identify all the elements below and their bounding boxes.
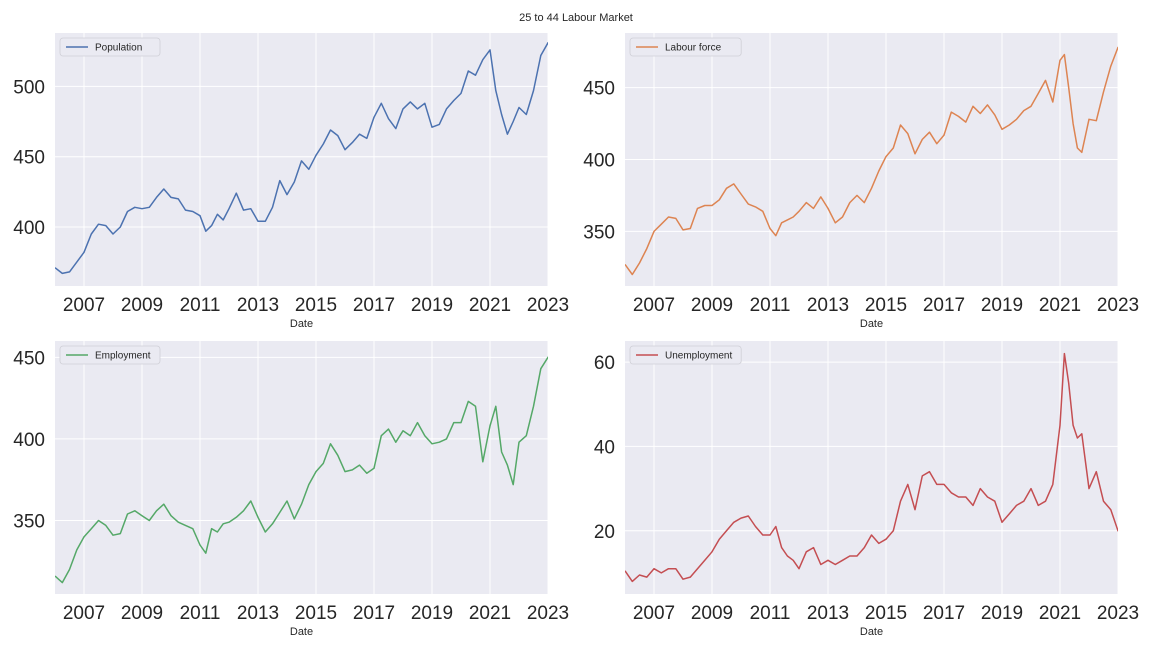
x-tick-label: 2021 <box>1039 603 1081 624</box>
series-line <box>55 42 548 275</box>
x-tick-label: 2007 <box>633 295 675 316</box>
x-axis-label: Date <box>860 626 883 638</box>
x-tick-label: 2015 <box>865 603 907 624</box>
x-axis-label: Date <box>290 318 313 330</box>
x-tick-label: 2017 <box>923 603 965 624</box>
x-tick-label: 2007 <box>63 295 105 316</box>
series-line <box>55 356 548 584</box>
y-tick-label: 400 <box>13 218 45 239</box>
x-tick-label: 2009 <box>691 603 733 624</box>
x-tick-label: 2015 <box>865 295 907 316</box>
plot-area <box>625 341 1118 594</box>
legend-label: Unemployment <box>665 351 732 362</box>
y-tick-label: 450 <box>13 348 45 369</box>
x-tick-label: 2009 <box>121 295 163 316</box>
y-tick-label: 350 <box>583 222 615 243</box>
chart-panel-1: 2007 2009 2011 2013 2015 2017 2019 2021 2023 400 4… <box>13 33 569 330</box>
x-tick-label: 2013 <box>807 295 849 316</box>
y-tick-label: 20 <box>594 522 615 543</box>
legend-label: Population <box>95 43 142 54</box>
series-line <box>625 352 1118 583</box>
series-line <box>625 46 1118 276</box>
figure-title: 25 to 44 Labour Market <box>519 12 633 24</box>
plot-area <box>55 33 548 286</box>
x-tick-label: 2021 <box>1039 295 1081 316</box>
x-tick-label: 2011 <box>180 603 221 624</box>
y-tick-label: 400 <box>13 430 45 451</box>
x-tick-label: 2023 <box>1097 603 1139 624</box>
x-tick-label: 2007 <box>633 603 675 624</box>
chart-panel-3: 2007 2009 2011 2013 2015 2017 2019 2021 2023 350 4… <box>13 341 569 638</box>
x-tick-label: 2019 <box>411 603 453 624</box>
x-tick-label: 2019 <box>981 295 1023 316</box>
x-tick-label: 2021 <box>469 603 511 624</box>
x-tick-label: 2017 <box>923 295 965 316</box>
y-tick-label: 350 <box>13 512 45 533</box>
y-tick-label: 450 <box>583 79 615 100</box>
y-tick-label: 500 <box>13 77 45 98</box>
x-tick-label: 2009 <box>691 295 733 316</box>
x-tick-label: 2011 <box>750 603 791 624</box>
x-tick-label: 2015 <box>295 603 337 624</box>
y-tick-label: 450 <box>13 148 45 169</box>
x-tick-label: 2023 <box>527 603 569 624</box>
legend-label: Labour force <box>665 43 722 54</box>
x-tick-label: 2007 <box>63 603 105 624</box>
x-tick-label: 2015 <box>295 295 337 316</box>
legend-box <box>629 37 742 57</box>
chart-panel-2: 2007 2009 2011 2013 2015 2017 2019 2021 2023 350 4… <box>583 33 1139 330</box>
x-tick-label: 2013 <box>237 295 279 316</box>
x-tick-label: 2023 <box>527 295 569 316</box>
x-axis-label: Date <box>290 626 313 638</box>
y-tick-label: 400 <box>583 151 615 172</box>
x-tick-label: 2021 <box>469 295 511 316</box>
x-tick-label: 2011 <box>750 295 791 316</box>
x-axis-label: Date <box>860 318 883 330</box>
chart-panel-4: 2007 2009 2011 2013 2015 2017 2019 2021 2023 20 40… <box>594 341 1139 638</box>
legend-box <box>59 37 161 57</box>
x-tick-label: 2009 <box>121 603 163 624</box>
x-tick-label: 2013 <box>807 603 849 624</box>
y-tick-label: 60 <box>594 353 615 374</box>
legend-label: Employment <box>95 351 151 362</box>
plot-area <box>55 341 548 594</box>
x-tick-label: 2019 <box>411 295 453 316</box>
y-tick-label: 40 <box>594 437 615 458</box>
x-tick-label: 2017 <box>353 295 395 316</box>
x-tick-label: 2011 <box>180 295 221 316</box>
legend-box <box>59 345 161 365</box>
x-tick-label: 2019 <box>981 603 1023 624</box>
x-tick-label: 2013 <box>237 603 279 624</box>
x-tick-label: 2017 <box>353 603 395 624</box>
legend-box <box>629 345 742 365</box>
x-tick-label: 2023 <box>1097 295 1139 316</box>
